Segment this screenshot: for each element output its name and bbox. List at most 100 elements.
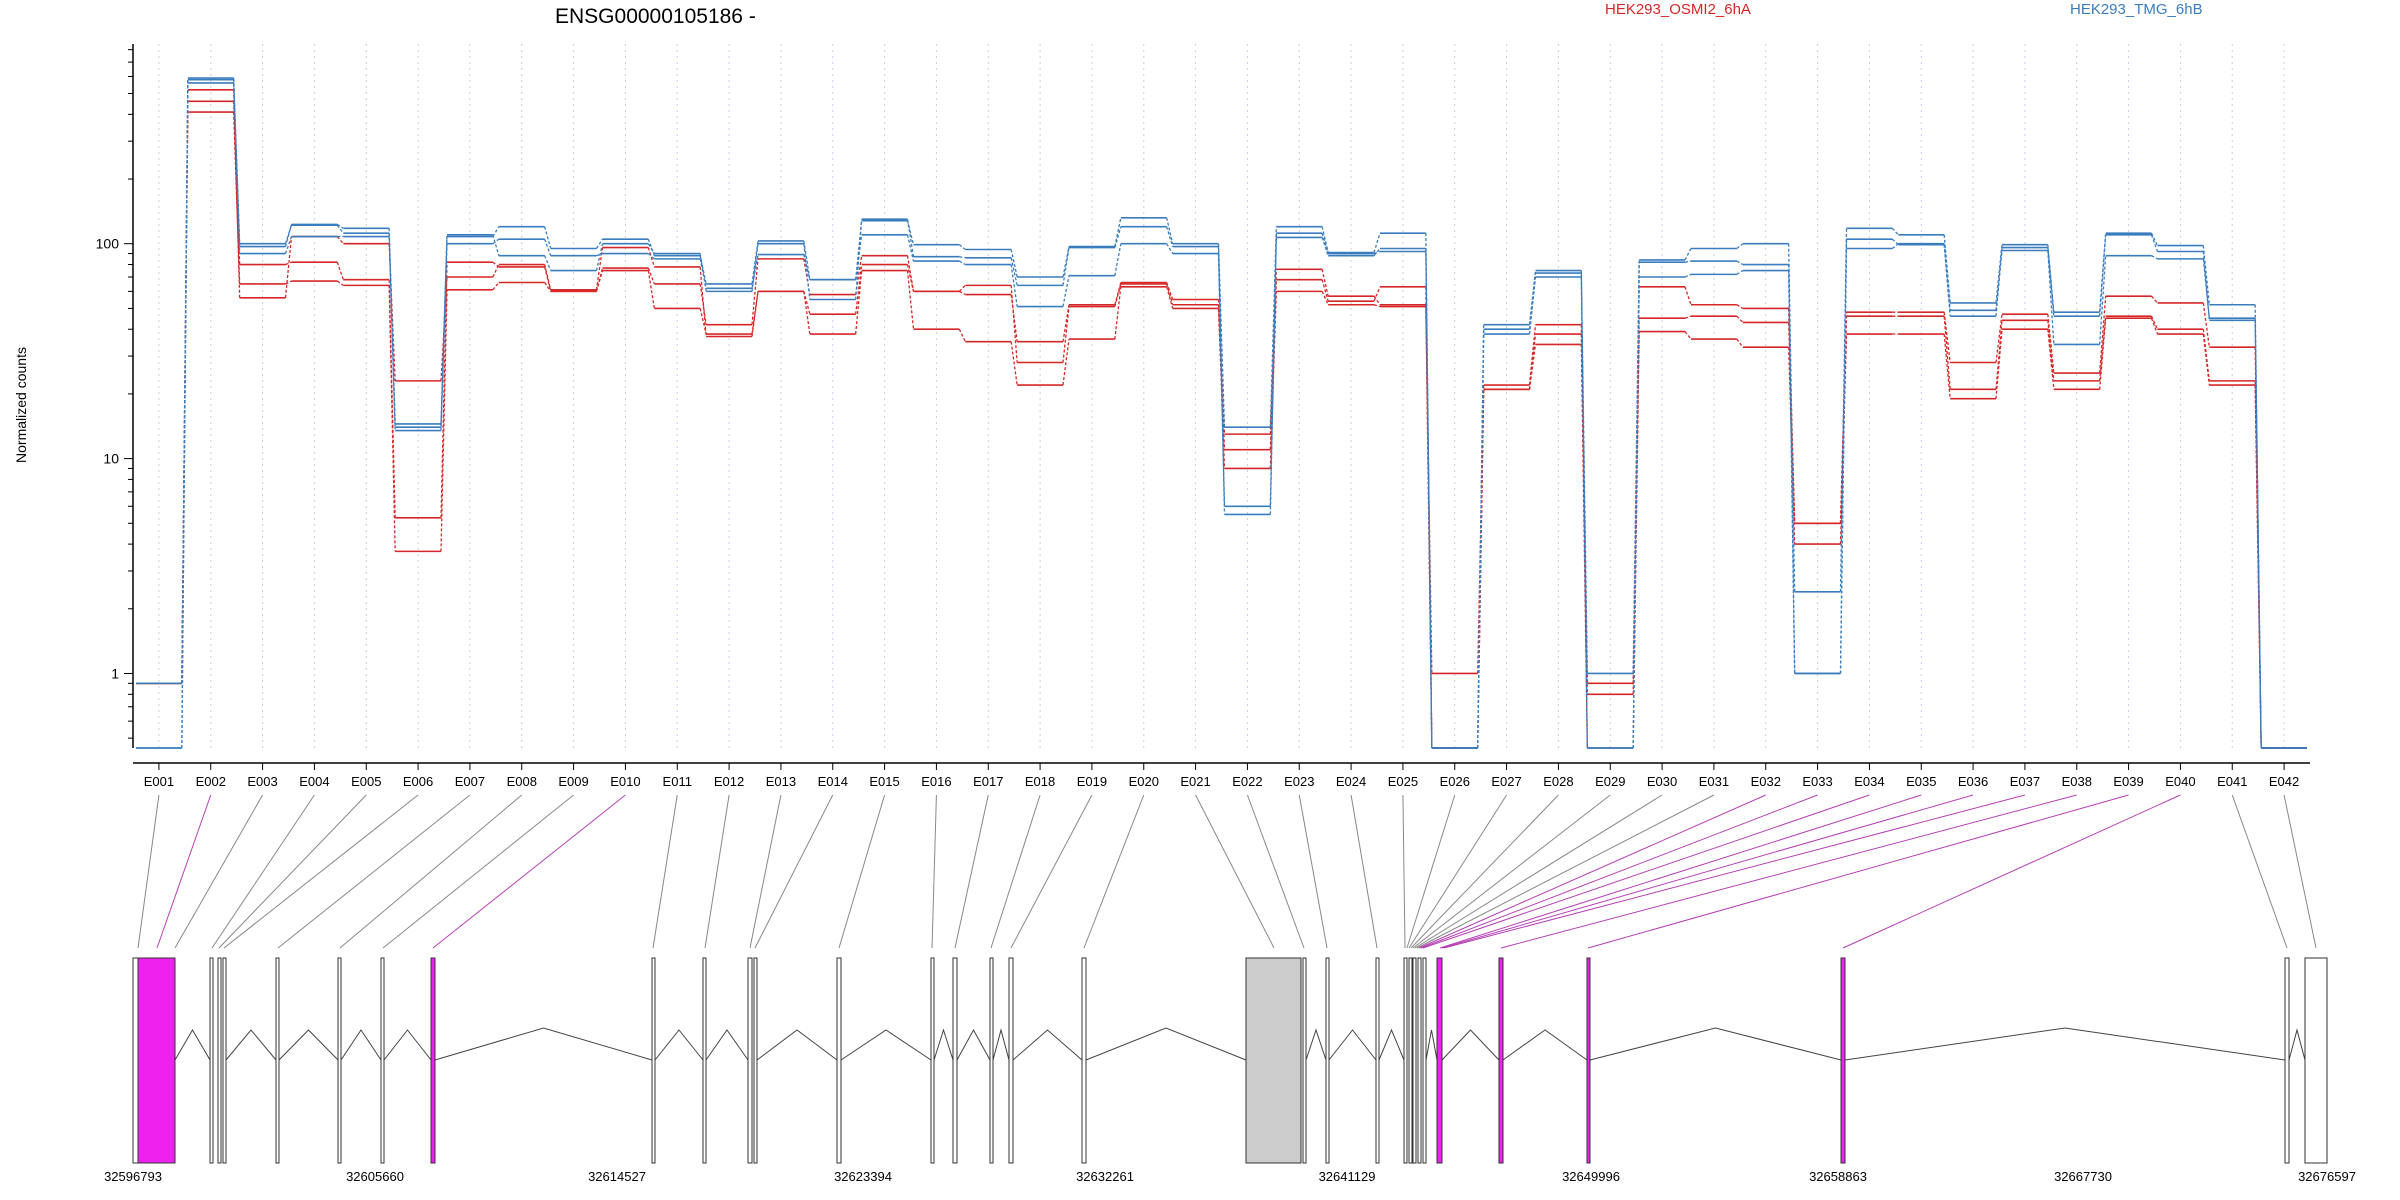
exon-transition (233, 79, 241, 244)
exon-transition (2047, 247, 2055, 317)
exon-transition (544, 238, 552, 256)
coordinate-tick-label: 32667730 (2054, 1169, 2112, 1184)
exon-transition (492, 238, 500, 245)
exon-connector (156, 794, 212, 949)
exon-transition (1114, 226, 1122, 248)
exon-transition (1684, 248, 1692, 261)
exon-transition (1528, 333, 1537, 390)
exon-transition (699, 253, 707, 292)
exon-connector (211, 794, 315, 949)
exon-transition (1217, 246, 1226, 507)
exon-transition (1943, 312, 1951, 363)
intron-line (756, 1029, 838, 1061)
exon-connector (1420, 794, 1818, 949)
exon-label: E025 (1388, 774, 1418, 789)
exon-transition (2151, 255, 2158, 260)
exon-label: E029 (1595, 774, 1625, 789)
exon-connector (1298, 794, 1328, 949)
connector-layer (137, 794, 2317, 949)
exon-transition (285, 280, 292, 285)
exon-block (430, 957, 436, 1164)
exon-transition (1788, 322, 1796, 524)
exon-transition (1684, 315, 1692, 319)
exon-transition (440, 289, 448, 552)
exon-transition (1114, 282, 1122, 305)
exon-transition (2150, 232, 2159, 246)
exon-transition (2202, 302, 2210, 348)
exon-transition (958, 284, 966, 292)
exon-block (2284, 957, 2290, 1164)
exon-connector (382, 794, 574, 949)
exon-transition (2047, 320, 2055, 381)
exon-transition (2254, 318, 2262, 749)
exon-block (1008, 957, 1014, 1164)
exon-transition (1580, 273, 1588, 749)
exon-transition (181, 78, 189, 749)
exon-transition (647, 267, 655, 285)
exon-transition (233, 112, 241, 284)
exon-transition (284, 224, 293, 244)
exon-block (753, 957, 758, 1164)
exon-block (1422, 957, 1427, 1164)
exon-block (1408, 957, 1413, 1164)
exon-connector (1402, 794, 1406, 949)
gene-title: ENSG00000105186 - (555, 5, 756, 28)
exon-transition (1477, 329, 1485, 749)
exon-label: E002 (196, 774, 226, 789)
exon-connector (1408, 794, 1508, 949)
exon-transition (647, 253, 655, 260)
exon-transition (1321, 237, 1329, 256)
series-control (136, 77, 2307, 749)
exon-transition (1062, 246, 1070, 278)
exon-block (702, 957, 707, 1164)
exon-transition (855, 219, 863, 300)
exon-block (217, 957, 222, 1164)
coordinate-tick-label: 32676597 (2298, 1169, 2356, 1184)
exon-label: E015 (869, 774, 899, 789)
coordinate-axis: 32596793 32605660 32614527 32623394 32632261… (104, 1169, 2356, 1184)
exon-connector (754, 794, 834, 949)
exon-transition (2099, 296, 2107, 374)
exon-connector (218, 794, 367, 949)
exon-block (1245, 957, 1302, 1164)
exon-transition (388, 228, 396, 424)
exon-transition (2047, 329, 2055, 390)
exon-label: E035 (1906, 774, 1936, 789)
legend-control-label: HEK293_TMG_6hB (2070, 1, 2203, 18)
exon-transition (959, 260, 966, 266)
series-control (136, 78, 2307, 749)
exon-transition (595, 238, 604, 249)
exon-transition (1736, 338, 1744, 348)
exon-transition (906, 220, 915, 245)
exon-block (952, 957, 958, 1164)
x-axis: E001 E002 E003 E004 E005 E006 E007 E008 E009 E010… (133, 762, 2310, 789)
exon-transition (1528, 324, 1537, 386)
exon-transition (751, 291, 759, 337)
exon-connector (223, 794, 419, 949)
exon-transition (1114, 286, 1122, 340)
exon-label: E007 (455, 774, 485, 789)
exon-block (1302, 957, 1307, 1164)
exon-connector (1500, 794, 2077, 949)
intron-line (340, 1029, 382, 1061)
exon-connector (1350, 794, 1378, 949)
exon-label: E018 (1025, 774, 1055, 789)
exon-transition (1062, 338, 1070, 386)
exon-transition (906, 234, 915, 262)
coordinate-tick-label: 32632261 (1076, 1169, 1134, 1184)
exon-transition (1010, 341, 1018, 386)
exon-label: E020 (1129, 774, 1159, 789)
exon-transition (855, 270, 863, 335)
intron-line (1085, 1027, 1247, 1061)
exon-transition (440, 262, 448, 518)
exon-block (132, 957, 139, 1164)
intron-line (2288, 1028, 2306, 1061)
exon-connector (954, 794, 989, 949)
series-treated (136, 100, 2307, 749)
exon-connector (1416, 794, 1715, 949)
intron-line (1305, 1028, 1327, 1061)
exon-transition (1166, 217, 1174, 244)
exon-transition (440, 243, 448, 431)
exon-transition (1477, 385, 1485, 674)
exon-transition (803, 291, 811, 315)
